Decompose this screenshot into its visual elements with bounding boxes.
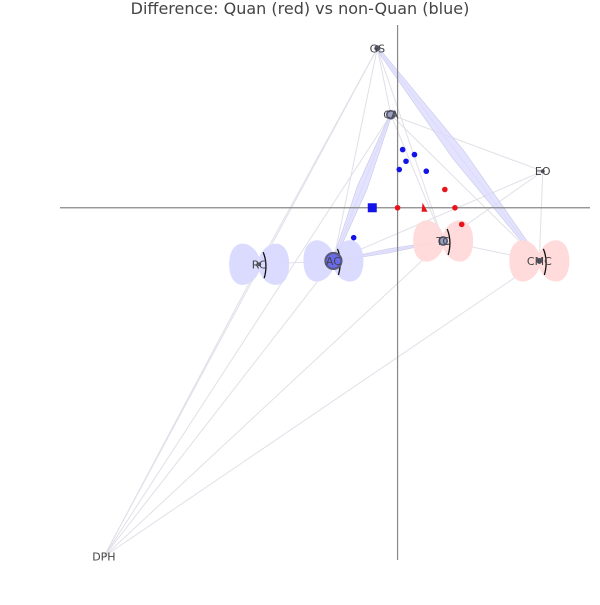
point-non-quan-4 bbox=[396, 166, 403, 173]
lobe-tick-tc bbox=[446, 228, 451, 256]
axes-layer bbox=[60, 25, 590, 560]
node-ac bbox=[324, 251, 343, 271]
edge-gs-tc bbox=[376, 48, 444, 242]
node-label-eo: EO bbox=[535, 165, 551, 178]
edge-gs-ac bbox=[332, 48, 378, 262]
node-label-ca: CA bbox=[383, 109, 399, 122]
lobe-tick-rc bbox=[262, 252, 267, 279]
node-rc bbox=[257, 262, 262, 267]
edge-tc-dph bbox=[103, 240, 444, 558]
point-non-quan-5 bbox=[423, 168, 430, 175]
point-non-quan-6 bbox=[350, 234, 357, 241]
edge-rc-dph bbox=[103, 264, 260, 557]
node-label-cmc: CMC bbox=[527, 255, 552, 268]
point-non-quan-2 bbox=[411, 151, 418, 158]
edge-gs-dph bbox=[103, 48, 378, 557]
node-ca bbox=[385, 109, 396, 120]
edge-gs-ca bbox=[376, 48, 392, 115]
node-gs bbox=[374, 45, 381, 52]
node-cmc bbox=[536, 257, 543, 264]
edge-ca-eo bbox=[390, 114, 543, 172]
point-non-quan-1 bbox=[399, 146, 406, 153]
node-label-tc: TC bbox=[435, 235, 450, 248]
edge-ac-dph bbox=[103, 260, 334, 557]
edges-layer bbox=[103, 47, 544, 558]
edge-ca-tc bbox=[390, 114, 444, 242]
point-non-quan-0 bbox=[367, 203, 377, 213]
point-quan-0 bbox=[394, 204, 401, 211]
edge-eo-ac bbox=[333, 170, 543, 262]
lobe-tick-cmc bbox=[542, 248, 547, 276]
node-eo bbox=[540, 169, 545, 174]
node-label-dph: DPH bbox=[92, 551, 115, 564]
node-tc bbox=[438, 236, 449, 246]
point-quan-3 bbox=[442, 186, 448, 193]
node-label-rc: RC bbox=[252, 258, 267, 271]
point-quan-4 bbox=[458, 221, 465, 228]
nodes-layer bbox=[257, 45, 545, 271]
node-label-gs: GS bbox=[370, 42, 386, 55]
labels-layer: GS CA EO AC RC TC CMC DPH bbox=[92, 42, 552, 563]
point-quan-2 bbox=[452, 204, 458, 211]
edge-ca-cmc bbox=[390, 114, 540, 262]
edge-ca-dph bbox=[103, 114, 392, 557]
point-non-quan-3 bbox=[403, 158, 409, 165]
node-label-ac: AC bbox=[326, 255, 341, 268]
edge-cmc-dph bbox=[103, 260, 540, 558]
points-layer bbox=[350, 146, 465, 241]
point-quan-1 bbox=[421, 202, 428, 212]
chart-title: Difference: Quan (red) vs non-Quan (blue… bbox=[131, 0, 470, 18]
edge-eo-cmc bbox=[538, 171, 544, 261]
